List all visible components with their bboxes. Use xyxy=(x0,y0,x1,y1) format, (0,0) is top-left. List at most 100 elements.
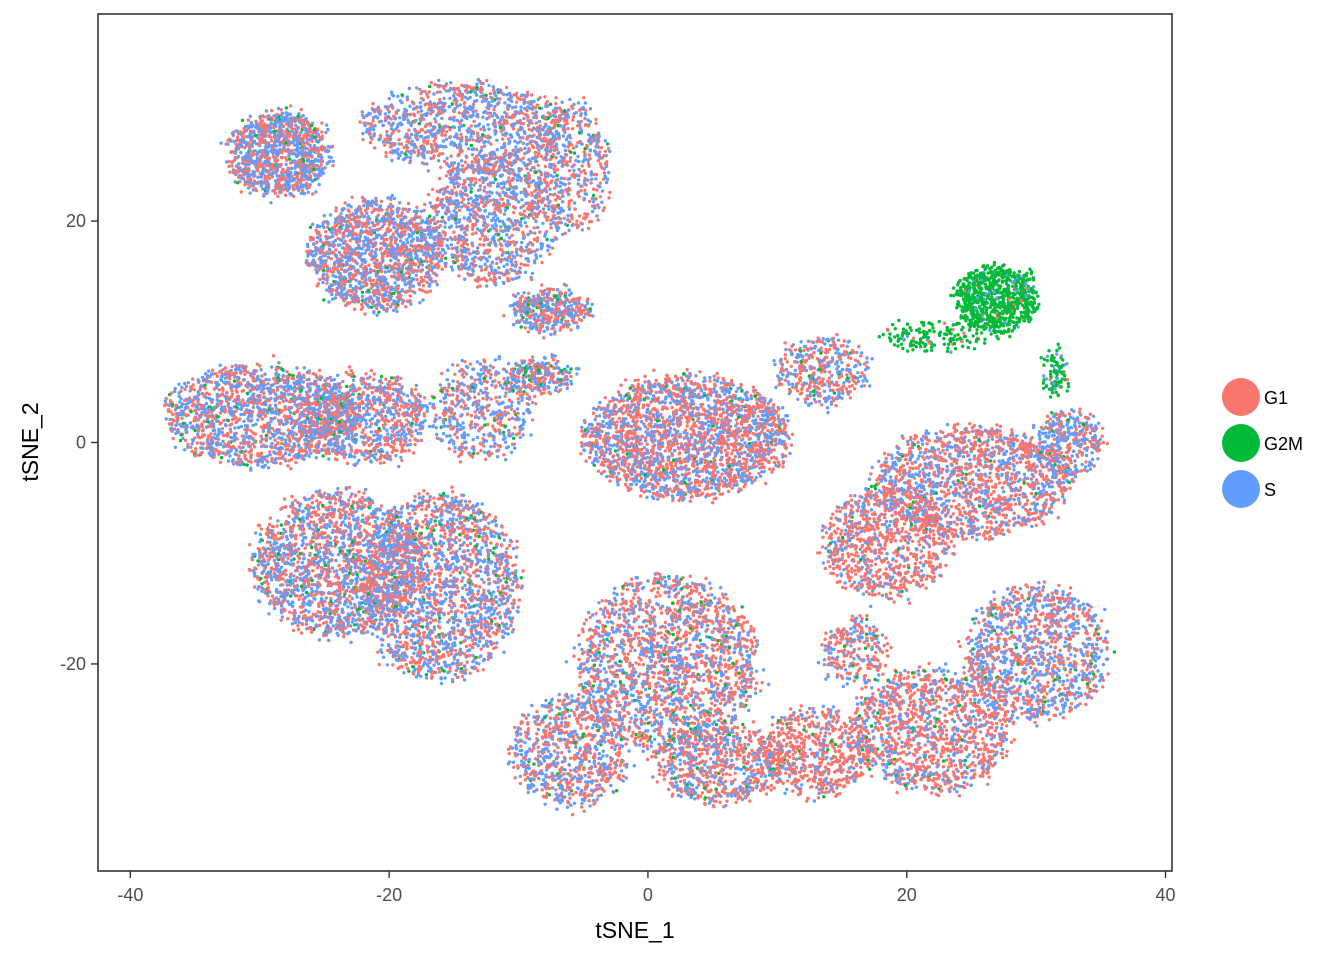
data-point-g1 xyxy=(745,699,748,702)
data-point-g2m xyxy=(989,306,992,309)
data-point-g1 xyxy=(460,405,463,408)
data-point-g1 xyxy=(834,404,837,407)
data-point-g2m xyxy=(967,346,970,349)
data-point-g1 xyxy=(655,391,658,394)
data-point-g1 xyxy=(683,710,686,713)
data-point-g1 xyxy=(945,758,948,761)
data-point-g1 xyxy=(987,708,990,711)
data-point-g1 xyxy=(637,636,640,639)
data-point-s xyxy=(461,576,464,579)
data-point-g1 xyxy=(270,109,273,112)
data-point-g1 xyxy=(887,453,890,456)
data-point-g1 xyxy=(857,499,860,502)
data-point-g1 xyxy=(622,715,625,718)
data-point-s xyxy=(522,291,525,294)
data-point-g1 xyxy=(1076,632,1079,635)
data-point-s xyxy=(213,432,216,435)
data-point-s xyxy=(653,738,656,741)
data-point-s xyxy=(877,641,880,644)
data-point-s xyxy=(352,463,355,466)
data-point-s xyxy=(470,376,473,379)
data-point-g2m xyxy=(260,582,263,585)
data-point-s xyxy=(880,491,883,494)
data-point-s xyxy=(560,101,563,104)
data-point-s xyxy=(653,665,656,668)
data-point-g1 xyxy=(413,443,416,446)
data-point-s xyxy=(487,127,490,130)
data-point-g1 xyxy=(1027,468,1030,471)
data-point-s xyxy=(633,764,636,767)
data-point-g1 xyxy=(692,742,695,745)
data-point-g1 xyxy=(460,201,463,204)
data-point-s xyxy=(520,749,523,752)
data-point-g1 xyxy=(514,260,517,263)
data-point-s xyxy=(1077,599,1080,602)
data-point-g1 xyxy=(517,376,520,379)
data-point-g1 xyxy=(473,539,476,542)
data-point-g2m xyxy=(1067,382,1070,385)
data-point-g1 xyxy=(805,711,808,714)
data-point-s xyxy=(938,667,941,670)
data-point-g1 xyxy=(769,788,772,791)
data-point-g1 xyxy=(433,573,436,576)
data-point-g1 xyxy=(942,765,945,768)
data-point-g1 xyxy=(490,397,493,400)
data-point-g2m xyxy=(538,106,541,109)
data-point-g1 xyxy=(945,729,948,732)
data-point-g1 xyxy=(464,404,467,407)
data-point-s xyxy=(1029,666,1032,669)
data-point-s xyxy=(950,446,953,449)
data-point-g1 xyxy=(709,757,712,760)
data-point-s xyxy=(542,778,545,781)
data-point-g1 xyxy=(219,461,222,464)
data-point-g1 xyxy=(297,439,300,442)
data-point-s xyxy=(451,393,454,396)
data-point-s xyxy=(668,415,671,418)
data-point-g1 xyxy=(974,491,977,494)
data-point-g1 xyxy=(540,155,543,158)
data-point-g1 xyxy=(371,102,374,105)
data-point-g1 xyxy=(993,598,996,601)
data-point-g1 xyxy=(868,592,871,595)
data-point-s xyxy=(781,406,784,409)
data-point-g1 xyxy=(300,631,303,634)
data-point-s xyxy=(807,340,810,343)
data-point-s xyxy=(815,716,818,719)
data-point-g1 xyxy=(666,770,669,773)
data-point-g2m xyxy=(942,759,945,762)
data-point-g1 xyxy=(390,238,393,241)
data-point-s xyxy=(418,301,421,304)
data-point-s xyxy=(1028,681,1031,684)
data-point-s xyxy=(269,201,272,204)
data-point-g1 xyxy=(571,783,574,786)
data-point-s xyxy=(494,223,497,226)
data-point-g1 xyxy=(559,328,562,331)
data-point-s xyxy=(511,583,514,586)
data-point-s xyxy=(949,485,952,488)
data-point-g1 xyxy=(646,443,649,446)
data-point-g1 xyxy=(307,584,310,587)
data-point-g1 xyxy=(371,119,374,122)
data-point-g1 xyxy=(645,654,648,657)
data-point-g1 xyxy=(311,569,314,572)
data-point-g1 xyxy=(878,704,881,707)
data-point-s xyxy=(289,411,292,414)
data-point-s xyxy=(994,612,997,615)
data-point-g1 xyxy=(998,719,1001,722)
data-point-g1 xyxy=(493,617,496,620)
data-point-s xyxy=(653,425,656,428)
data-point-s xyxy=(419,636,422,639)
data-point-g1 xyxy=(556,746,559,749)
data-point-s xyxy=(439,400,442,403)
data-point-g1 xyxy=(685,594,688,597)
data-point-s xyxy=(614,684,617,687)
data-point-s xyxy=(516,179,519,182)
data-point-g1 xyxy=(674,748,677,751)
data-point-s xyxy=(745,650,748,653)
data-point-g1 xyxy=(460,579,463,582)
data-point-g1 xyxy=(1005,724,1008,727)
data-point-s xyxy=(267,612,270,615)
data-point-g1 xyxy=(860,575,863,578)
data-point-s xyxy=(555,808,558,811)
